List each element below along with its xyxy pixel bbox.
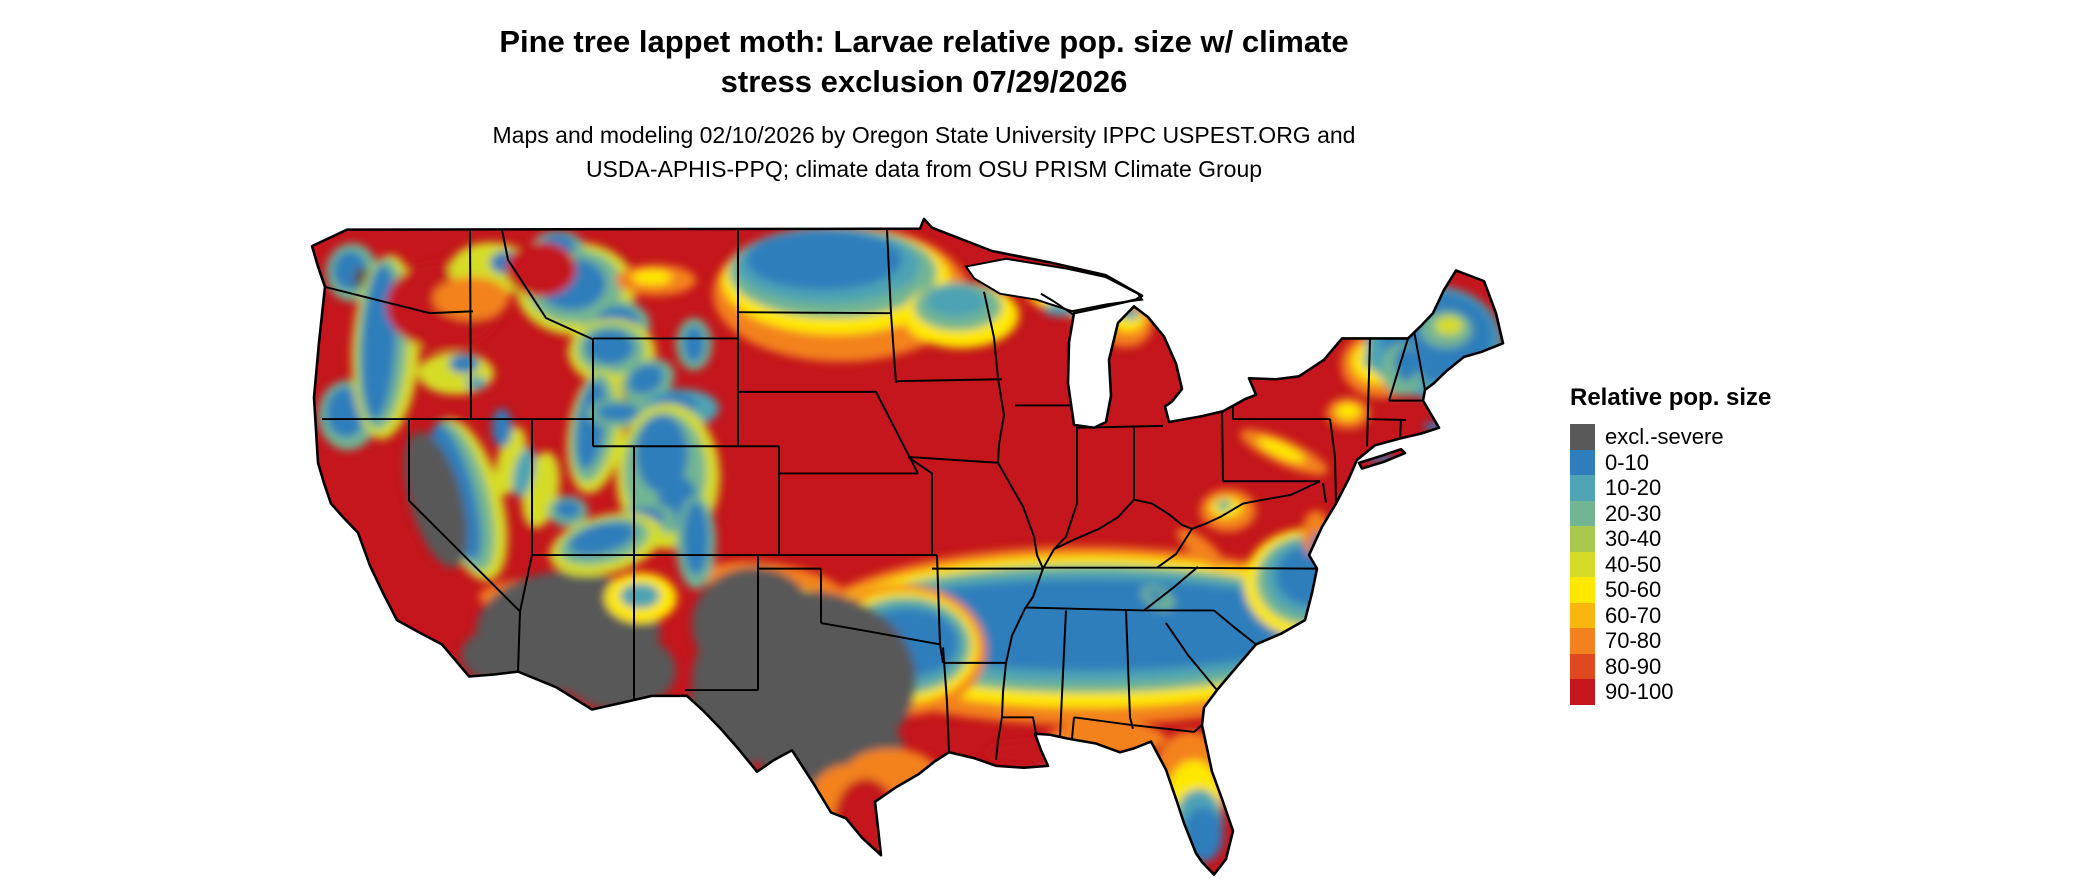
legend-row: 60-70: [1570, 602, 1870, 628]
state-border-line: [1071, 717, 1075, 739]
legend-swatch: [1570, 653, 1595, 679]
state-border-line: [1002, 716, 1037, 734]
state-border-line: [886, 229, 897, 384]
state-border-line: [1073, 716, 1203, 733]
legend-label: 60-70: [1605, 602, 1662, 628]
legend-swatch: [1570, 551, 1595, 577]
state-borders: [322, 229, 1426, 761]
legend-swatch: [1570, 577, 1595, 603]
us-outline: [310, 217, 1505, 876]
state-border-line: [1388, 338, 1409, 401]
state-border-line: [1329, 418, 1337, 504]
state-border-line: [1156, 528, 1193, 569]
legend-swatch: [1570, 628, 1595, 654]
legend-swatch: [1570, 424, 1595, 450]
state-border-line: [942, 647, 950, 753]
legend-label: excl.-severe: [1605, 424, 1724, 449]
state-border-line: [324, 285, 474, 315]
state-border-line: [1221, 411, 1224, 482]
subtitle-line1: Maps and modeling 02/10/2026 by Oregon S…: [492, 122, 1356, 148]
legend-swatch: [1570, 602, 1595, 628]
state-border-line: [1042, 498, 1193, 570]
legend-row: 50-60: [1570, 577, 1870, 603]
legend-swatch: [1570, 475, 1595, 501]
legend-row: excl.-severe: [1570, 424, 1870, 450]
legend-row: 90-100: [1570, 679, 1870, 705]
legend-label: 20-30: [1605, 500, 1662, 526]
legend-row: 70-80: [1570, 628, 1870, 654]
legend-title: Relative pop. size: [1570, 384, 1772, 411]
map-container: [306, 216, 1524, 896]
state-border-line: [1213, 609, 1257, 646]
page-title-line1: Pine tree lappet moth: Larvae relative p…: [499, 24, 1349, 59]
legend-row: 80-90: [1570, 653, 1870, 679]
subtitle: Maps and modeling 02/10/2026 by Oregon S…: [224, 118, 1624, 186]
state-border-line: [519, 554, 533, 612]
page-title-line2: stress exclusion 07/29/2026: [720, 64, 1128, 99]
state-border-line: [1366, 338, 1371, 447]
legend-label: 0-10: [1605, 449, 1650, 475]
legend-label: 30-40: [1605, 526, 1662, 551]
subtitle-line2: USDA-APHIS-PPQ; climate data from OSU PR…: [585, 156, 1263, 182]
state-border-line: [983, 291, 1044, 761]
legend-label: 70-80: [1605, 628, 1662, 653]
state-border-line: [738, 390, 919, 474]
header: Pine tree lappet moth: Larvae relative p…: [224, 22, 1624, 186]
state-border-line: [469, 229, 472, 420]
state-border-line: [1165, 622, 1218, 691]
state-border-line: [1156, 566, 1318, 570]
legend-label: 90-100: [1605, 679, 1674, 704]
legend-row: 0-10: [1570, 449, 1870, 475]
legend-swatch: [1570, 449, 1595, 475]
state-border-line: [895, 378, 1003, 383]
legend-swatch: [1570, 679, 1595, 705]
state-border-line: [1322, 482, 1327, 503]
legend-row: 30-40: [1570, 526, 1870, 552]
legend-rows: excl.-severe 0-10 10-20 20-30 30-40 40-50 50-6…: [1570, 424, 1870, 705]
state-border-line: [907, 456, 933, 556]
state-border-line: [1059, 610, 1067, 737]
legend-label: 80-90: [1605, 653, 1662, 679]
state-border-line: [1143, 565, 1199, 612]
legend-swatch: [1570, 500, 1595, 526]
us-map: [310, 217, 1505, 876]
legend-label: 10-20: [1605, 475, 1662, 500]
state-border-line: [501, 229, 594, 341]
legend-label: 50-60: [1605, 577, 1662, 602]
legend-swatch: [1570, 526, 1595, 552]
state-border-line: [1040, 292, 1075, 316]
state-border-line: [737, 311, 891, 315]
state-border-line: [907, 455, 999, 464]
state-border-line: [1053, 427, 1078, 550]
state-border-line: [820, 622, 941, 646]
state-border-line: [1366, 418, 1407, 421]
state-border-line: [1399, 419, 1402, 439]
state-border-line: [1024, 606, 1214, 612]
legend-row: 20-30: [1570, 500, 1870, 526]
legend-label: 40-50: [1605, 551, 1662, 577]
legend-row: 40-50: [1570, 551, 1870, 577]
legend: Relative pop. size excl.-severe 0-10 10-20…: [1570, 384, 1870, 705]
legend-row: 10-20: [1570, 475, 1870, 501]
state-border-line: [936, 554, 944, 664]
state-border-line: [408, 419, 521, 672]
state-border-line: [1413, 330, 1426, 391]
state-border-line: [1191, 480, 1321, 530]
